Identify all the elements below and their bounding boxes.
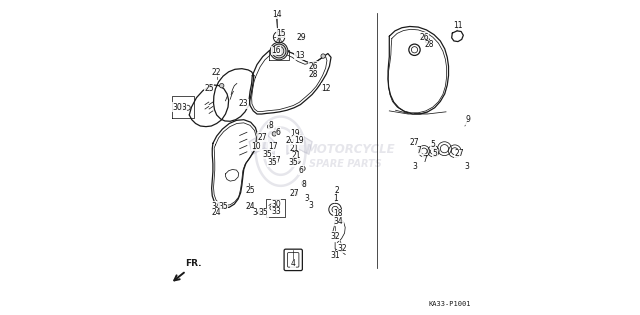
Circle shape (293, 191, 298, 196)
Text: 33: 33 (177, 103, 187, 112)
Text: 27: 27 (454, 149, 464, 158)
Text: SPARE PARTS: SPARE PARTS (309, 159, 381, 169)
Text: 21: 21 (289, 144, 299, 152)
Text: 15: 15 (276, 29, 285, 37)
Text: 24: 24 (246, 202, 255, 211)
Text: 28: 28 (425, 40, 435, 49)
Text: 27: 27 (410, 138, 419, 147)
Text: 3: 3 (308, 201, 313, 210)
Circle shape (301, 181, 306, 186)
Text: 32: 32 (337, 244, 347, 253)
Text: 7: 7 (417, 146, 422, 155)
Text: 20: 20 (285, 136, 295, 145)
Circle shape (216, 203, 220, 208)
Circle shape (301, 166, 305, 171)
Text: 34: 34 (252, 208, 262, 217)
Text: 35: 35 (268, 158, 278, 167)
Text: 9: 9 (466, 115, 470, 124)
Text: 8: 8 (269, 122, 273, 130)
Text: 31: 31 (330, 251, 340, 260)
Circle shape (424, 38, 429, 43)
Polygon shape (287, 132, 312, 154)
Text: 3: 3 (464, 162, 469, 171)
Text: 18: 18 (333, 209, 343, 218)
Text: 35: 35 (218, 202, 228, 211)
Text: 22: 22 (212, 68, 221, 77)
Text: 33: 33 (271, 207, 281, 216)
Text: 27: 27 (258, 133, 268, 141)
Circle shape (296, 52, 300, 56)
Text: 26: 26 (308, 62, 318, 71)
Text: 30: 30 (271, 200, 281, 209)
Text: 3: 3 (305, 194, 309, 203)
Text: 1: 1 (333, 194, 337, 203)
Text: 29: 29 (296, 33, 306, 42)
Text: 35: 35 (289, 158, 298, 167)
Text: 2: 2 (335, 186, 339, 195)
Circle shape (291, 158, 295, 163)
Text: 32: 32 (330, 232, 340, 241)
Text: 6: 6 (276, 128, 281, 137)
Text: 26: 26 (419, 33, 429, 42)
Text: 5: 5 (430, 140, 435, 149)
Circle shape (268, 124, 272, 129)
Text: KA33-P1001: KA33-P1001 (428, 301, 470, 307)
Text: 25: 25 (204, 84, 214, 93)
Text: 17: 17 (271, 156, 281, 165)
Text: 10: 10 (252, 142, 261, 151)
Text: 28: 28 (308, 71, 318, 79)
Text: 8: 8 (301, 180, 306, 189)
Text: 7: 7 (422, 155, 427, 163)
Circle shape (299, 36, 303, 40)
Circle shape (207, 87, 212, 91)
Circle shape (311, 73, 316, 77)
Text: 24: 24 (212, 208, 221, 217)
Circle shape (321, 54, 325, 58)
Text: 25: 25 (246, 186, 255, 195)
Text: 3: 3 (412, 162, 417, 171)
Text: 35: 35 (259, 208, 268, 217)
Text: 34: 34 (333, 217, 343, 226)
Text: 23: 23 (239, 100, 248, 108)
Polygon shape (249, 132, 275, 154)
Circle shape (248, 203, 253, 208)
Text: MOTORCYCLE: MOTORCYCLE (306, 143, 396, 156)
Text: 27: 27 (290, 189, 300, 198)
Circle shape (220, 83, 224, 88)
Circle shape (270, 42, 288, 60)
Text: 11: 11 (453, 21, 463, 30)
Text: FR.: FR. (185, 259, 202, 268)
Text: 35: 35 (262, 150, 272, 159)
Text: 12: 12 (321, 84, 330, 93)
Circle shape (311, 65, 316, 69)
Text: 16: 16 (271, 46, 281, 55)
Text: 21: 21 (292, 152, 301, 160)
Circle shape (296, 159, 300, 163)
Text: 34: 34 (212, 202, 221, 211)
Text: 13: 13 (294, 51, 305, 60)
Text: 19: 19 (294, 136, 303, 145)
Text: 4: 4 (291, 260, 296, 268)
Text: 17: 17 (269, 142, 278, 151)
Text: 19: 19 (290, 129, 300, 138)
Text: 14: 14 (273, 10, 282, 19)
Text: 6: 6 (299, 166, 303, 175)
Circle shape (272, 132, 276, 136)
Text: 30: 30 (173, 103, 182, 112)
Circle shape (276, 129, 280, 134)
Text: 5: 5 (433, 149, 437, 158)
